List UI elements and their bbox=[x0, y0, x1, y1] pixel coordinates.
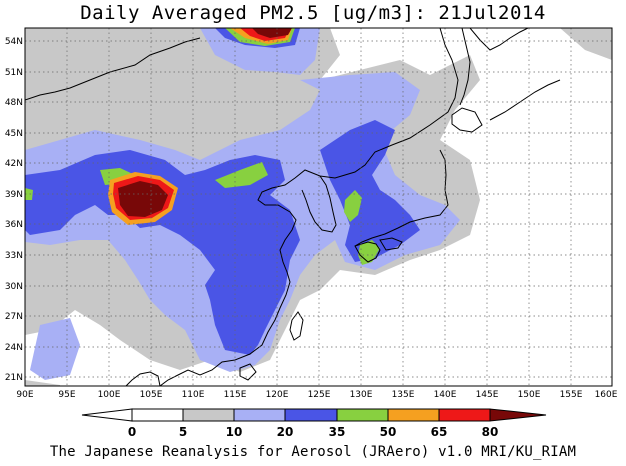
colorbar-label: 50 bbox=[380, 425, 397, 439]
lon-tick-label: 115E bbox=[224, 390, 247, 400]
longitude-labels: 90E 95E 100E 105E 110E 115E 120E 125E 13… bbox=[16, 390, 617, 400]
lon-tick-label: 100E bbox=[98, 390, 121, 400]
colorbar-label: 20 bbox=[277, 425, 294, 439]
colorbar-segment bbox=[182, 408, 235, 422]
pm25-concentration-field bbox=[25, 28, 612, 386]
lon-tick-label: 105E bbox=[140, 390, 163, 400]
contour-band-5-10 bbox=[560, 28, 612, 60]
lat-tick-label: 48N bbox=[5, 98, 23, 108]
colorbar-label: 0 bbox=[128, 425, 136, 439]
contour-band-20-35 bbox=[320, 120, 420, 262]
coastline-vietnam bbox=[125, 371, 161, 386]
map-frame bbox=[24, 27, 613, 387]
lat-tick-label: 51N bbox=[5, 68, 23, 78]
colorbar-label: 65 bbox=[431, 425, 448, 439]
coastline-japan-south bbox=[354, 241, 381, 263]
colorbar-arrow-low bbox=[81, 408, 133, 422]
coastlines bbox=[25, 28, 561, 386]
colorbar bbox=[81, 408, 547, 422]
colorbar-label: 80 bbox=[482, 425, 499, 439]
lat-tick-label: 36N bbox=[5, 220, 23, 230]
contour-band-80-plus bbox=[118, 181, 168, 217]
lat-tick-label: 24N bbox=[5, 343, 23, 353]
coastline-sakhalin bbox=[459, 28, 471, 106]
colorbar-segment bbox=[284, 408, 338, 422]
contour-band-35-50 bbox=[344, 190, 362, 222]
colorbar-segment bbox=[336, 408, 389, 422]
latitude-labels: 54N 51N 48N 45N 42N 39N 36N 33N 30N 27N … bbox=[5, 37, 23, 383]
lat-tick-label: 54N bbox=[5, 37, 23, 47]
lat-tick-label: 42N bbox=[5, 159, 23, 169]
lon-tick-label: 95E bbox=[58, 390, 75, 400]
contour-band-20-35 bbox=[25, 150, 300, 355]
footer-credit: The Japanese Reanalysis for Aerosol (JRA… bbox=[49, 444, 577, 460]
lon-tick-label: 160E bbox=[595, 390, 618, 400]
colorbar-labels: 0 5 10 20 35 50 65 80 bbox=[128, 425, 499, 439]
lat-tick-label: 39N bbox=[5, 190, 23, 200]
coastline-mainland bbox=[159, 28, 459, 386]
colorbar-segment bbox=[131, 408, 184, 422]
coastline-korea bbox=[301, 175, 337, 233]
lon-tick-label: 135E bbox=[392, 390, 415, 400]
colorbar-label: 5 bbox=[179, 425, 187, 439]
contour-band-10-20 bbox=[30, 318, 80, 380]
colorbar-arrow-high bbox=[489, 408, 547, 422]
lat-tick-label: 45N bbox=[5, 129, 23, 139]
contour-band-5-10 bbox=[25, 380, 60, 386]
lat-tick-label: 27N bbox=[5, 312, 23, 322]
coastline-hokkaido bbox=[451, 107, 483, 133]
coastline-okhotsk bbox=[469, 28, 529, 51]
lon-tick-label: 130E bbox=[350, 390, 373, 400]
coastline-shikoku bbox=[379, 237, 403, 251]
colorbar-segment bbox=[387, 408, 440, 422]
border-northwest bbox=[25, 37, 201, 101]
colorbar-label: 35 bbox=[329, 425, 346, 439]
colorbar-segment bbox=[438, 408, 491, 422]
coastline-kuril bbox=[489, 79, 561, 121]
coastline-japan-honshu bbox=[354, 149, 449, 247]
lat-tick-label: 33N bbox=[5, 251, 23, 261]
contour-band-80-plus bbox=[252, 28, 292, 38]
colorbar-label: 10 bbox=[226, 425, 243, 439]
coastline-hainan bbox=[239, 363, 257, 381]
lon-tick-label: 125E bbox=[308, 390, 331, 400]
lat-tick-label: 30N bbox=[5, 282, 23, 292]
lon-tick-label: 150E bbox=[518, 390, 541, 400]
colorbar-segment bbox=[233, 408, 286, 422]
lon-tick-label: 90E bbox=[16, 390, 33, 400]
contour-band-35-50 bbox=[358, 240, 380, 265]
lon-tick-label: 140E bbox=[434, 390, 457, 400]
map-title: Daily Averaged PM2.5 [ug/m3]: 21Jul2014 bbox=[80, 2, 546, 24]
lon-tick-label: 155E bbox=[560, 390, 583, 400]
map-gridlines bbox=[25, 28, 612, 386]
coastline-taiwan bbox=[289, 311, 304, 341]
lon-tick-label: 110E bbox=[182, 390, 205, 400]
contour-band-35-50 bbox=[215, 162, 268, 188]
lat-tick-label: 21N bbox=[5, 373, 23, 383]
contour-band-35-50 bbox=[25, 188, 33, 200]
lon-tick-label: 120E bbox=[266, 390, 289, 400]
lon-tick-label: 145E bbox=[476, 390, 499, 400]
